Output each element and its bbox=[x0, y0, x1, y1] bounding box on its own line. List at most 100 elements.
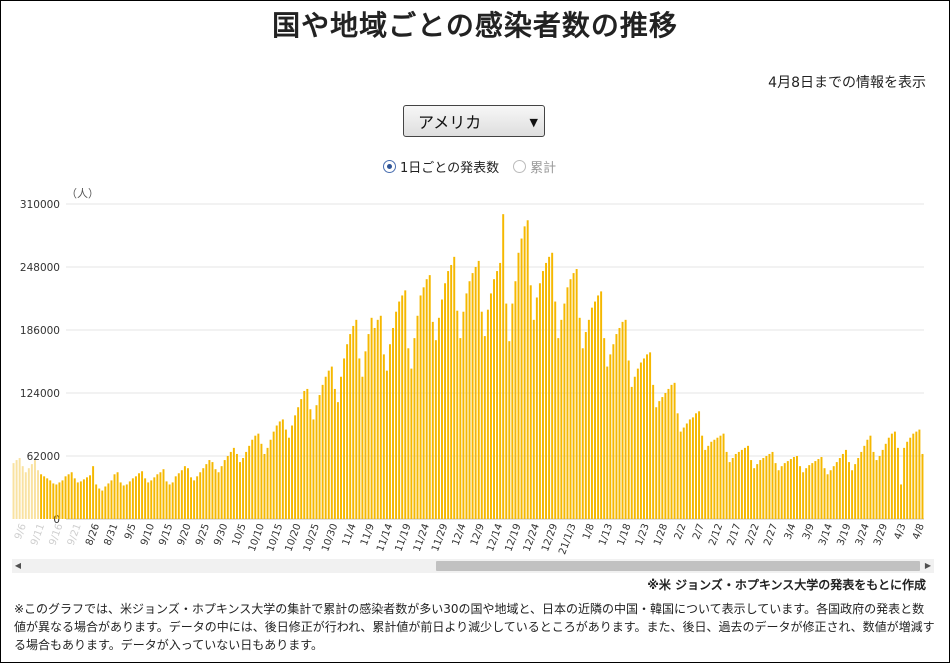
bar bbox=[893, 431, 896, 519]
x-tick-label: 2/12 bbox=[707, 522, 725, 547]
bar bbox=[392, 327, 394, 519]
radio-cumulative-dot[interactable] bbox=[513, 160, 527, 173]
bar bbox=[857, 458, 860, 519]
bar bbox=[713, 439, 716, 519]
bar bbox=[52, 483, 55, 519]
bar bbox=[887, 437, 890, 519]
bar bbox=[251, 439, 254, 519]
radio-daily[interactable]: 1日ごとの発表数 bbox=[383, 157, 499, 176]
bar bbox=[340, 376, 342, 519]
y-tick-label: 124000 bbox=[20, 388, 60, 400]
x-tick-label: 11/4 bbox=[341, 522, 359, 547]
radio-cumulative[interactable]: 累計 bbox=[513, 157, 556, 176]
bar bbox=[382, 354, 385, 519]
x-tick-label: 2/2 bbox=[673, 522, 689, 541]
bar bbox=[64, 476, 67, 519]
bar bbox=[688, 419, 691, 519]
bar bbox=[725, 451, 728, 519]
bar bbox=[107, 483, 110, 519]
chart-scrollbar[interactable]: ◀ ▶ bbox=[12, 559, 934, 573]
bar bbox=[823, 468, 826, 519]
bar bbox=[18, 458, 21, 519]
bar bbox=[73, 478, 76, 519]
scroll-right-icon[interactable]: ▶ bbox=[924, 561, 932, 570]
bar bbox=[422, 287, 425, 519]
bar bbox=[98, 488, 101, 519]
bar bbox=[545, 262, 548, 519]
bar bbox=[104, 486, 107, 519]
x-tick-label: 9/10 bbox=[139, 522, 157, 547]
bar bbox=[906, 441, 909, 519]
bar bbox=[786, 461, 789, 519]
x-tick-label: 11/19 bbox=[393, 522, 413, 553]
x-tick-label: 2/17 bbox=[726, 522, 744, 547]
bar bbox=[701, 435, 704, 519]
bar bbox=[425, 279, 428, 519]
daily-cases-chart: （人） 0 62000 124000 186000 248000 310000 9/6 9/11… bbox=[12, 187, 927, 556]
bar bbox=[661, 397, 664, 519]
bar bbox=[223, 460, 226, 519]
bar bbox=[373, 327, 376, 519]
source-credit: ※米 ジョンズ・ホプキンス大学の発表をもとに作成 bbox=[647, 578, 926, 592]
bar bbox=[480, 311, 483, 519]
bar bbox=[33, 460, 36, 519]
bar bbox=[428, 275, 431, 519]
bar bbox=[43, 476, 46, 519]
x-tick-label: 9/25 bbox=[194, 522, 212, 547]
bar bbox=[281, 419, 284, 519]
bar bbox=[376, 319, 379, 519]
bar bbox=[483, 336, 486, 519]
scroll-left-icon[interactable]: ◀ bbox=[14, 561, 22, 570]
bar bbox=[560, 319, 563, 519]
bar bbox=[465, 293, 468, 519]
bar bbox=[266, 447, 269, 519]
bar bbox=[89, 475, 92, 519]
bar bbox=[768, 453, 771, 519]
bar bbox=[92, 466, 95, 519]
bar bbox=[174, 476, 177, 519]
x-tick-label: 11/9 bbox=[359, 522, 377, 547]
bar bbox=[685, 423, 688, 519]
bar bbox=[86, 477, 88, 519]
x-tick-label: 9/15 bbox=[157, 522, 175, 547]
radio-daily-label: 1日ごとの発表数 bbox=[400, 161, 500, 176]
x-tick-label: 4/8 bbox=[911, 522, 927, 541]
bar bbox=[897, 447, 899, 519]
x-tick-label: 11/14 bbox=[375, 522, 395, 553]
x-tick-label: 10/5 bbox=[231, 522, 249, 547]
bar bbox=[759, 460, 762, 519]
x-tick-label: 10/10 bbox=[247, 522, 267, 553]
bar bbox=[575, 269, 578, 519]
bar bbox=[750, 460, 753, 519]
bar bbox=[566, 287, 569, 519]
y-tick-label: 186000 bbox=[20, 325, 60, 337]
radio-daily-dot[interactable] bbox=[383, 160, 396, 173]
bar bbox=[618, 327, 621, 519]
bar bbox=[851, 470, 854, 519]
bar bbox=[220, 466, 223, 519]
bar bbox=[312, 419, 315, 519]
bar bbox=[294, 415, 297, 519]
bar bbox=[214, 469, 217, 519]
bar bbox=[603, 338, 606, 519]
bar bbox=[679, 431, 682, 519]
bar bbox=[658, 401, 661, 519]
x-tick-label: 1/23 bbox=[634, 522, 652, 547]
bar bbox=[673, 382, 676, 519]
bar bbox=[183, 466, 186, 519]
bar bbox=[303, 390, 306, 519]
bar bbox=[826, 474, 829, 519]
bar bbox=[695, 413, 697, 519]
scrollbar-thumb[interactable] bbox=[436, 561, 920, 571]
bar bbox=[171, 482, 174, 519]
bar bbox=[159, 472, 162, 519]
country-select[interactable]: アメリカ ▼ bbox=[403, 105, 545, 137]
bar bbox=[245, 451, 248, 519]
x-tick-label: 8/31 bbox=[102, 522, 120, 547]
bar bbox=[211, 462, 214, 519]
bar bbox=[79, 481, 82, 519]
bar bbox=[597, 295, 600, 519]
bar bbox=[110, 480, 113, 519]
bar bbox=[649, 352, 652, 519]
bar bbox=[95, 484, 98, 519]
